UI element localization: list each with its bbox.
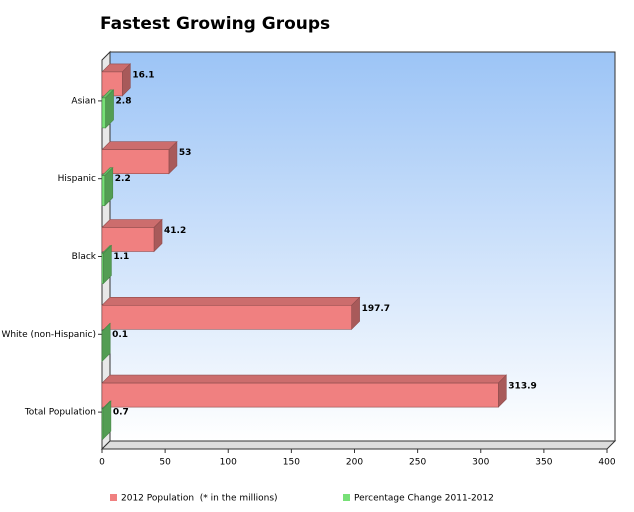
bar: [101, 97, 106, 129]
value-label: 41.2: [164, 226, 186, 236]
value-label: 0.1: [112, 330, 128, 340]
x-tick-label: 200: [346, 458, 363, 468]
y-tick-label: Asian: [71, 96, 96, 106]
value-label: 313.9: [508, 382, 536, 392]
bar-top: [101, 374, 508, 384]
x-tick-label: 250: [409, 458, 426, 468]
chart-title: Fastest Growing Groups: [100, 14, 330, 34]
bar: [101, 304, 352, 330]
bar-top: [101, 141, 178, 150]
y-tick-label: White (non-Hispanic): [1, 330, 96, 340]
y-tick-label: Total Population: [24, 408, 96, 418]
bar: [101, 253, 104, 284]
value-label: 16.1: [132, 70, 154, 80]
value-label: 2.2: [115, 174, 131, 184]
x-tick-label: 50: [159, 458, 171, 468]
value-label: 53: [179, 148, 192, 158]
legend-label: 2012 Population (* in the millions): [121, 494, 278, 504]
x-tick-label: 0: [99, 458, 105, 468]
legend-label: Percentage Change 2011-2012: [354, 494, 494, 504]
y-tick-label: Hispanic: [58, 174, 96, 184]
bar: [101, 149, 170, 174]
bar-top: [101, 296, 361, 306]
x-tick-label: 350: [535, 458, 552, 468]
bar-top: [101, 219, 163, 228]
legend-swatch: [343, 494, 350, 501]
x-tick-label: 100: [220, 458, 237, 468]
plot-floor: [100, 440, 617, 450]
value-label: 2.8: [116, 96, 132, 106]
value-label: 0.7: [113, 408, 129, 418]
bar: [101, 175, 106, 206]
legend-swatch: [110, 494, 117, 501]
y-tick-label: Black: [72, 252, 97, 262]
bar: [101, 408, 104, 440]
bar: [101, 382, 499, 408]
value-label: 197.7: [362, 304, 390, 314]
x-tick-label: 400: [598, 458, 615, 468]
x-tick-label: 300: [472, 458, 489, 468]
x-tick-label: 150: [283, 458, 300, 468]
value-label: 1.1: [113, 252, 129, 262]
